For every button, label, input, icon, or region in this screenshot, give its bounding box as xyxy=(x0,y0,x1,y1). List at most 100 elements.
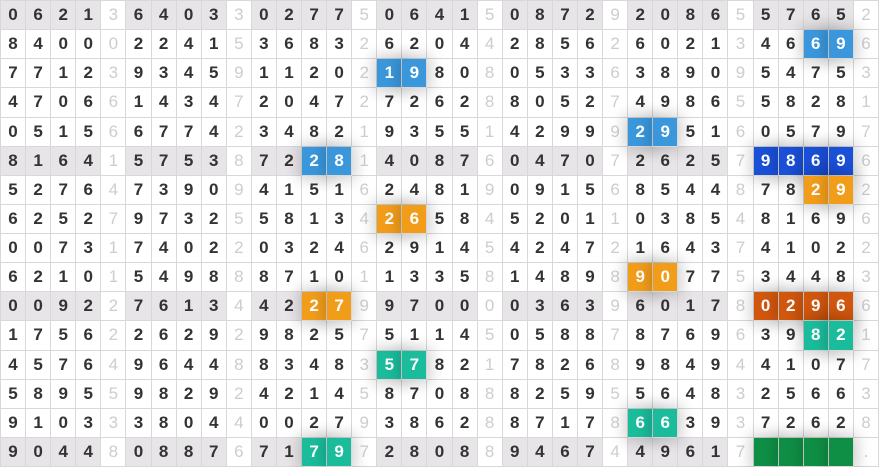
digit-cell: 9 xyxy=(126,379,152,409)
highlighted-digit-cell: 8 xyxy=(803,321,829,351)
digit-cell: 9 xyxy=(402,234,428,264)
separator-digit-cell: 1 xyxy=(101,263,127,293)
digit-cell: 9 xyxy=(577,117,604,147)
digit-cell: 2 xyxy=(302,408,328,438)
digit-cell: 2 xyxy=(452,408,478,438)
digit-cell: 0 xyxy=(427,30,453,60)
digit-cell: 1 xyxy=(402,321,428,351)
digit-cell: 6 xyxy=(377,30,403,60)
digit-cell: 7 xyxy=(1,59,27,89)
digit-cell: 1 xyxy=(552,408,578,438)
digit-cell: 0 xyxy=(327,59,353,89)
digit-cell: 7 xyxy=(552,146,578,176)
separator-digit-cell: 3 xyxy=(728,30,754,60)
digit-cell: 7 xyxy=(803,117,829,147)
highlighted-digit-cell: 6 xyxy=(653,408,679,438)
digit-cell: 2 xyxy=(276,1,303,31)
digit-cell: 2 xyxy=(201,234,227,264)
digit-cell: 7 xyxy=(26,88,52,118)
separator-digit-cell: 0 xyxy=(477,292,503,322)
separator-digit-cell: 2 xyxy=(603,234,629,264)
digit-cell: 8 xyxy=(552,321,578,351)
separator-digit-cell: 1 xyxy=(101,234,127,264)
digit-cell: 1 xyxy=(26,408,52,438)
separator-digit-cell: 4 xyxy=(603,437,629,467)
digit-cell: 9 xyxy=(653,437,679,467)
separator-digit-cell: 2 xyxy=(226,117,252,147)
digit-cell: 0 xyxy=(76,30,102,60)
digit-cell: 7 xyxy=(577,437,604,467)
digit-cell: 5 xyxy=(26,350,52,380)
digit-cell: 4 xyxy=(327,379,353,409)
separator-digit-cell: 2 xyxy=(352,30,378,60)
digit-cell: 8 xyxy=(26,379,52,409)
digit-cell: 8 xyxy=(628,175,654,205)
separator-digit-cell: 7 xyxy=(603,88,629,118)
digit-cell: 8 xyxy=(176,437,202,467)
separator-digit-cell: 3 xyxy=(728,379,754,409)
separator-digit-cell: 6 xyxy=(853,292,879,322)
digit-cell: 5 xyxy=(527,59,553,89)
digit-cell: 0 xyxy=(327,263,353,293)
digit-cell: 6 xyxy=(427,88,453,118)
digit-cell: 8 xyxy=(276,321,303,351)
digit-cell: 0 xyxy=(176,234,202,264)
separator-digit-cell: 6 xyxy=(728,117,754,147)
digit-cell: 6 xyxy=(653,146,679,176)
digit-cell: 5 xyxy=(753,59,779,89)
digit-cell: 7 xyxy=(151,204,177,234)
digit-cell: 4 xyxy=(778,263,804,293)
separator-digit-cell: 2 xyxy=(853,175,879,205)
digit-cell: 7 xyxy=(828,350,854,380)
digit-cell: 8 xyxy=(452,437,478,467)
digit-cell: 2 xyxy=(678,146,704,176)
separator-digit-cell: 8 xyxy=(477,88,503,118)
separator-digit-cell: 8 xyxy=(226,263,252,293)
separator-digit-cell: 1 xyxy=(477,350,503,380)
separator-digit-cell: 3 xyxy=(853,379,879,409)
digit-cell: 6 xyxy=(628,30,654,60)
digit-cell: 4 xyxy=(251,292,277,322)
digit-cell: 7 xyxy=(778,1,804,31)
digit-cell: 8 xyxy=(452,379,478,409)
separator-digit-cell: 5 xyxy=(728,88,754,118)
digit-cell: 0 xyxy=(552,204,578,234)
digit-cell: 3 xyxy=(201,1,227,31)
digit-cell: 7 xyxy=(327,88,353,118)
digit-cell: 4 xyxy=(402,175,428,205)
digit-cell: 2 xyxy=(502,30,528,60)
separator-digit-cell: 1 xyxy=(352,117,378,147)
digit-cell: 8 xyxy=(151,437,177,467)
digit-cell: 9 xyxy=(703,408,729,438)
digit-cell: 7 xyxy=(377,88,403,118)
separator-digit-cell: 6 xyxy=(477,146,503,176)
digit-cell: 4 xyxy=(302,350,328,380)
digit-cell: 4 xyxy=(628,88,654,118)
separator-digit-cell: 8 xyxy=(603,263,629,293)
highlighted-digit-cell: 9 xyxy=(327,437,353,467)
highlighted-digit-cell: 2 xyxy=(377,204,403,234)
digit-cell: 8 xyxy=(828,88,854,118)
digit-cell: 6 xyxy=(628,292,654,322)
digit-cell: 3 xyxy=(402,117,428,147)
separator-digit-cell: 8 xyxy=(477,263,503,293)
digit-cell: 8 xyxy=(327,350,353,380)
separator-digit-cell: 6 xyxy=(853,30,879,60)
digit-cell: 2 xyxy=(51,1,77,31)
separator-digit-cell: 3 xyxy=(853,59,879,89)
separator-digit-cell: 2 xyxy=(101,321,127,351)
separator-digit-cell: 7 xyxy=(603,146,629,176)
digit-cell: 1 xyxy=(703,117,729,147)
digit-cell: 2 xyxy=(452,350,478,380)
digit-cell: 2 xyxy=(377,437,403,467)
digit-cell: 4 xyxy=(678,379,704,409)
digit-cell: 4 xyxy=(276,117,303,147)
digit-cell: 9 xyxy=(51,292,77,322)
digit-cell: 4 xyxy=(251,379,277,409)
highlighted-digit-cell: 9 xyxy=(753,146,779,176)
digit-cell: 8 xyxy=(527,1,553,31)
digit-cell: 5 xyxy=(628,379,654,409)
digit-cell: 8 xyxy=(427,175,453,205)
digit-cell: 0 xyxy=(251,408,277,438)
separator-digit-cell: 4 xyxy=(226,292,252,322)
